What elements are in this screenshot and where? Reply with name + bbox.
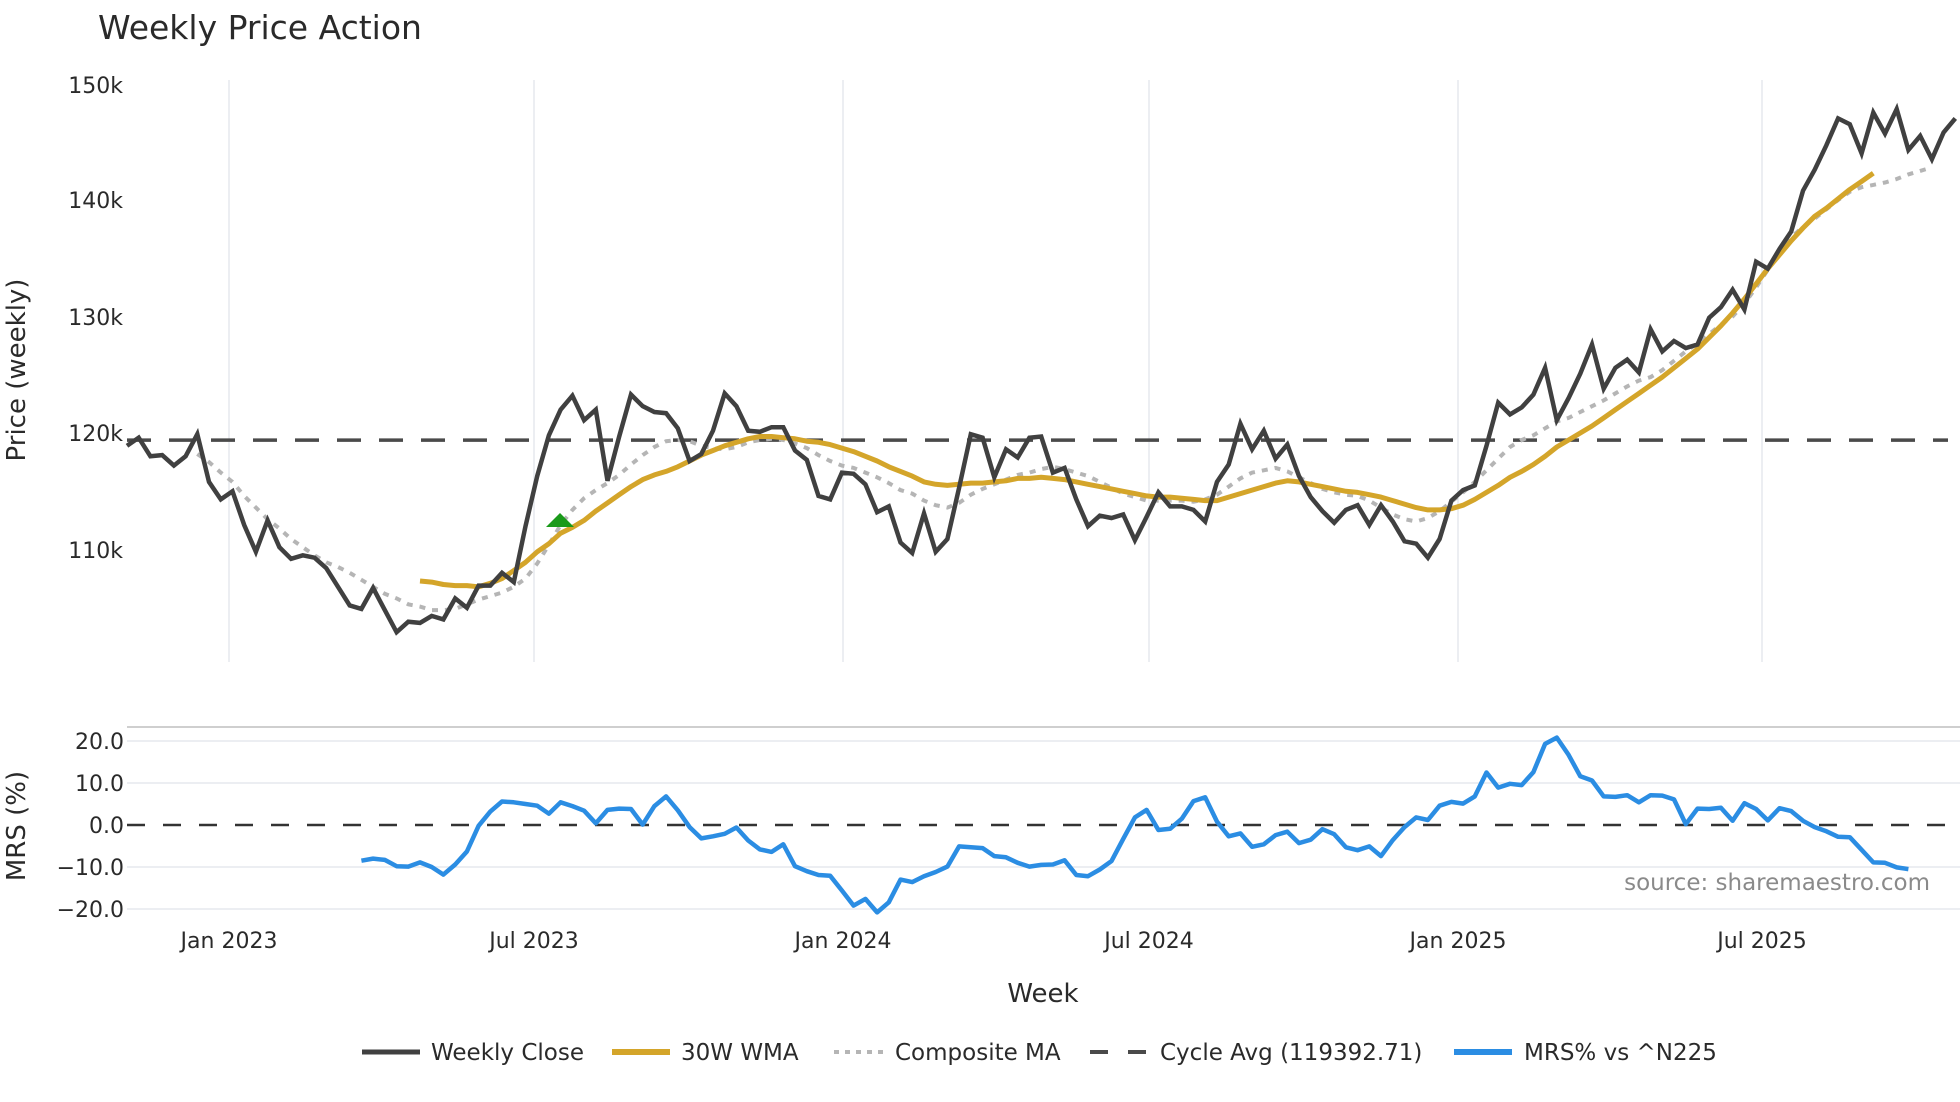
- price-y-axis-title: Price (weekly): [2, 279, 32, 462]
- price-tick-150k: 150k: [68, 74, 123, 99]
- price-tick-130k: 130k: [68, 306, 123, 331]
- mrs-line: [361, 735, 1909, 915]
- x-tick-jan-2025: Jan 2025: [1408, 929, 1507, 954]
- source-label: source: sharemaestro.com: [1624, 870, 1930, 896]
- mrs-tick-10: 10.0: [75, 772, 124, 797]
- price-tick-110k: 110k: [68, 539, 123, 564]
- mrs-y-axis-title: MRS (%): [2, 771, 32, 881]
- buy-signal-triangle-icon: [546, 513, 574, 527]
- legend-item-wma30[interactable]: 30W WMA: [612, 1040, 799, 1066]
- mrs-tick-0: 0.0: [89, 814, 124, 839]
- mrs-y-axis: 20.0 10.0 0.0 −10.0 −20.0: [57, 730, 124, 923]
- legend-label: MRS% vs ^N225: [1524, 1040, 1717, 1066]
- legend-label: Weekly Close: [431, 1040, 584, 1066]
- x-tick-jul-2023: Jul 2023: [487, 929, 579, 954]
- weekly-close-line: [125, 102, 1958, 636]
- x-tick-jul-2025: Jul 2025: [1715, 929, 1807, 954]
- legend-label: Cycle Avg (119392.71): [1160, 1040, 1422, 1066]
- price-tick-140k: 140k: [68, 189, 123, 214]
- composite-ma-line: [196, 165, 1933, 613]
- legend-label: 30W WMA: [681, 1040, 799, 1066]
- legend-item-mrs[interactable]: MRS% vs ^N225: [1454, 1040, 1717, 1066]
- wma30-line: [419, 171, 1875, 590]
- x-tick-jan-2024: Jan 2024: [793, 929, 892, 954]
- legend-item-weekly-close[interactable]: Weekly Close: [362, 1040, 584, 1066]
- price-tick-120k: 120k: [68, 422, 123, 447]
- price-vertical-gridlines: [228, 80, 1763, 662]
- legend: Weekly Close 30W WMA Composite MA Cycle …: [362, 1040, 1717, 1066]
- x-axis-title: Week: [1007, 979, 1078, 1009]
- legend-label: Composite MA: [895, 1040, 1061, 1066]
- x-axis: Jan 2023 Jul 2023 Jan 2024 Jul 2024 Jan …: [179, 929, 1807, 954]
- mrs-tick-20: 20.0: [75, 730, 124, 755]
- x-tick-jul-2024: Jul 2024: [1102, 929, 1194, 954]
- mrs-tick-minus-10: −10.0: [57, 856, 124, 881]
- legend-item-cycle-avg[interactable]: Cycle Avg (119392.71): [1090, 1040, 1422, 1066]
- x-tick-jan-2023: Jan 2023: [179, 929, 278, 954]
- price-y-axis: 150k 140k 130k 120k 110k: [68, 74, 123, 564]
- chart-title: Weekly Price Action: [98, 8, 422, 47]
- legend-item-composite-ma[interactable]: Composite MA: [834, 1040, 1061, 1066]
- mrs-tick-minus-20: −20.0: [57, 898, 124, 923]
